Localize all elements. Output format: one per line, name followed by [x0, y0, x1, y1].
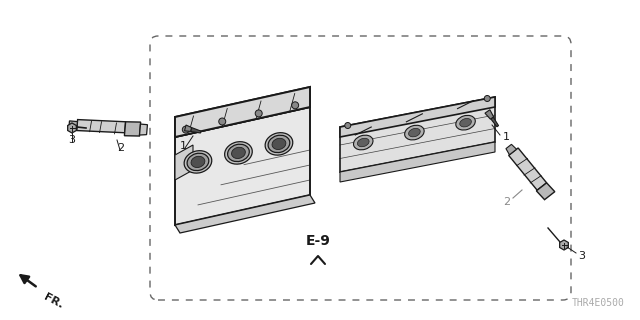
Text: THR4E0500: THR4E0500: [572, 298, 625, 308]
Polygon shape: [175, 87, 310, 137]
Circle shape: [484, 95, 490, 101]
Polygon shape: [340, 142, 495, 182]
Polygon shape: [491, 117, 499, 127]
Circle shape: [345, 123, 351, 129]
Polygon shape: [485, 110, 493, 119]
Polygon shape: [175, 145, 193, 180]
Ellipse shape: [184, 151, 212, 173]
Ellipse shape: [353, 135, 373, 150]
Text: FR.: FR.: [42, 292, 65, 310]
Ellipse shape: [191, 156, 205, 167]
Polygon shape: [175, 87, 310, 137]
Ellipse shape: [272, 138, 286, 149]
Text: 2: 2: [503, 197, 510, 207]
Polygon shape: [184, 125, 191, 132]
Ellipse shape: [225, 142, 252, 164]
Ellipse shape: [456, 116, 476, 130]
Text: E-9: E-9: [305, 234, 330, 248]
Ellipse shape: [187, 153, 209, 171]
Ellipse shape: [268, 135, 290, 153]
Ellipse shape: [460, 118, 472, 127]
Polygon shape: [506, 144, 516, 155]
Polygon shape: [536, 183, 555, 200]
Polygon shape: [191, 128, 201, 133]
Ellipse shape: [404, 125, 424, 140]
Text: 1: 1: [179, 141, 186, 151]
Polygon shape: [124, 122, 141, 136]
Ellipse shape: [408, 128, 420, 137]
Polygon shape: [559, 240, 568, 250]
Text: 3: 3: [68, 135, 76, 145]
Polygon shape: [340, 97, 495, 137]
Polygon shape: [140, 124, 147, 135]
Text: 3: 3: [578, 251, 585, 261]
Ellipse shape: [357, 138, 369, 147]
Ellipse shape: [265, 133, 292, 155]
Text: 2: 2: [117, 143, 125, 153]
Circle shape: [255, 110, 262, 117]
Text: 1: 1: [503, 132, 510, 142]
Ellipse shape: [232, 147, 245, 158]
Circle shape: [219, 118, 226, 125]
Circle shape: [182, 126, 189, 133]
Polygon shape: [68, 123, 76, 133]
Polygon shape: [340, 97, 495, 172]
Polygon shape: [69, 121, 77, 130]
Polygon shape: [509, 148, 547, 190]
Ellipse shape: [228, 144, 250, 162]
Polygon shape: [77, 120, 125, 133]
Polygon shape: [175, 107, 310, 225]
Circle shape: [292, 102, 299, 109]
Polygon shape: [175, 195, 315, 233]
